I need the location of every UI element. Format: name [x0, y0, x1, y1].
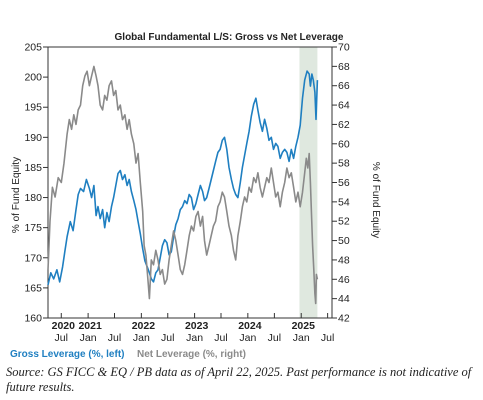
x-tick-label: Jan — [293, 332, 310, 344]
x-year-label: 2020 — [52, 320, 76, 332]
y-tick-left-label: 200 — [24, 72, 42, 84]
y-axis-label-right: % of Fund Equity — [370, 162, 381, 238]
y-tick-right-label: 48 — [338, 254, 350, 266]
y-tick-left-label: 160 — [24, 313, 42, 325]
x-year-label: 2023 — [185, 320, 209, 332]
y-tick-right-label: 50 — [338, 235, 350, 247]
source-note: Source: GS FICC & EQ / PB data as of Apr… — [6, 365, 472, 394]
y-tick-left-label: 165 — [24, 282, 42, 294]
x-tick-label: Jul — [321, 332, 334, 344]
x-tick-label: Jan — [133, 332, 150, 344]
y-tick-left-label: 175 — [24, 222, 42, 234]
y-tick-left-label: 170 — [24, 252, 42, 264]
series-line-gross-leverage — [47, 70, 319, 286]
y-tick-left-label: 205 — [24, 42, 42, 54]
y-tick-right-label: 60 — [338, 138, 350, 150]
y-tick-right-label: 46 — [338, 274, 350, 286]
x-tick-label: Jan — [80, 332, 97, 344]
y-tick-right-label: 66 — [338, 80, 350, 92]
y-tick-right-label: 62 — [338, 119, 350, 131]
y-tick-right-label: 54 — [338, 196, 350, 208]
y-tick-left-label: 185 — [24, 162, 42, 174]
plot-frame — [47, 46, 333, 319]
x-year-label: 2022 — [132, 320, 156, 332]
legend-net: Net Leverage (%, right) — [137, 349, 246, 360]
y-tick-right-label: 58 — [338, 158, 350, 170]
y-tick-left-label: 190 — [24, 132, 42, 144]
x-tick-label: Jul — [161, 332, 174, 344]
x-tick-label: Jul — [55, 332, 68, 344]
axes-layer: 160 165 170 175 180 185 190 195 200 205 42 44 46 48 50… — [24, 42, 349, 345]
chart-title: Global Fundamental L/S: Gross vs Net Lev… — [115, 32, 344, 43]
y-tick-right-label: 56 — [338, 177, 350, 189]
y-tick-right-label: 52 — [338, 216, 350, 228]
y-tick-right-label: 70 — [338, 42, 350, 54]
x-tick-label: Jul — [108, 332, 121, 344]
y-tick-right-label: 64 — [338, 100, 350, 112]
y-tick-right-label: 42 — [338, 313, 350, 325]
x-year-label: 2025 — [292, 320, 316, 332]
x-tick-label: Jan — [186, 332, 203, 344]
y-tick-left-label: 195 — [24, 102, 42, 114]
y-axis-label-left: % of Fund Equity — [11, 157, 22, 233]
legend-gross: Gross Leverage (%, left) — [10, 349, 124, 360]
x-tick-label: Jul — [214, 332, 227, 344]
series-layer — [47, 65, 319, 305]
x-tick-label: Jan — [239, 332, 256, 344]
x-year-label: 2024 — [238, 320, 262, 332]
series-line-net-leverage — [47, 65, 319, 305]
x-tick-label: Jul — [268, 332, 281, 344]
y-tick-right-label: 44 — [338, 293, 350, 305]
leverage-chart: Global Fundamental L/S: Gross vs Net Lev… — [10, 32, 381, 360]
x-year-label: 2021 — [78, 320, 102, 332]
y-tick-left-label: 180 — [24, 192, 42, 204]
y-tick-right-label: 68 — [338, 61, 350, 73]
